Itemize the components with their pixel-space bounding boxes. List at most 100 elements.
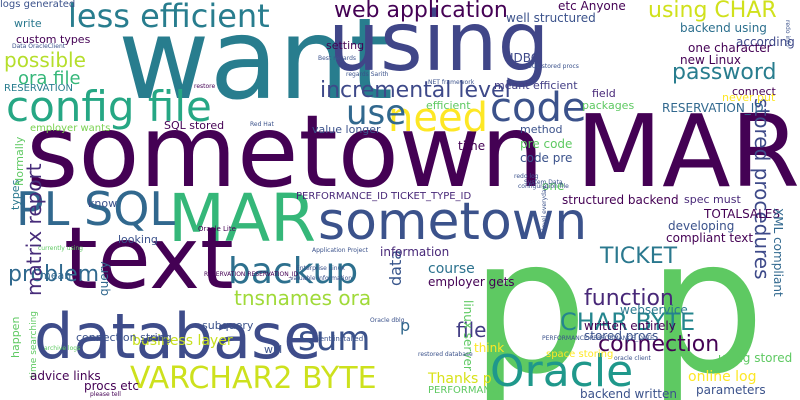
word-meant-efficient: meant efficient (494, 79, 578, 92)
word-stored-procs: stored procs (584, 329, 659, 343)
word-one-character: one character (688, 41, 772, 55)
word-password: password (672, 60, 777, 85)
word-logs-generated: logs generated (0, 0, 76, 10)
word-please-tell: please tell (90, 391, 121, 398)
word-restore: restore (194, 83, 216, 90)
word-oracle-client: oracle client (614, 355, 651, 362)
word-mean: mean (40, 269, 72, 282)
word-space-storing: space storing (546, 349, 614, 360)
word-code-pre: code pre (520, 151, 573, 165)
word-will: will (264, 343, 283, 356)
word-pl-sql: PL SQL (16, 182, 176, 236)
word-structured-backend: structured backend (562, 193, 679, 207)
word-sometown: sometown (318, 192, 588, 252)
word-red-hat: Red Hat (250, 121, 274, 128)
word-looking: looking (118, 233, 158, 246)
word-system-data: System Data (524, 179, 563, 186)
word-p: p (400, 316, 411, 335)
word-char-byte: CHAR BYTE (560, 308, 696, 336)
word-course: course (428, 261, 475, 277)
word-online-log: online log (688, 369, 757, 385)
word-level-everyday: level everyday (541, 185, 548, 230)
word-advice-links: advice links (30, 369, 101, 383)
word-value-longer: value longer (312, 123, 381, 136)
word-valuable-information: valuable information (290, 275, 353, 282)
word-performance-id-ticket-type-id: PERFORMANCE_ID TICKET_TYPE_ID (296, 191, 472, 202)
word-backend-written: backend written (580, 387, 677, 400)
word-procs-etc: procs etc (84, 379, 139, 393)
word-sometown-mar: sometown MAR (26, 93, 800, 210)
word-archive-logs: archive logs (44, 345, 81, 352)
word-jdbc: JDBC (510, 51, 540, 65)
word-performance: PERFORMANCE (428, 385, 505, 396)
word-text: text (64, 209, 234, 309)
word-sum: sum (298, 319, 371, 359)
word-less-efficient: less efficient (68, 0, 270, 35)
word-developing: developing (668, 219, 735, 233)
word-connection: connection (598, 332, 720, 357)
word-config-file: config file (6, 82, 212, 131)
word-database: database (34, 300, 322, 373)
word-backup: backup (228, 251, 359, 292)
word-configuration-file: configuration file (518, 183, 569, 190)
word-connection-string: connection string (76, 331, 172, 344)
word-packages: packages (582, 99, 635, 112)
word-application-project: Application Project (312, 247, 368, 254)
word-oracle-lite: Oracle Lite (198, 225, 236, 233)
word-time-searching: time searching (29, 310, 39, 378)
word-reservation-id: RESERVATION_ID (662, 101, 764, 115)
word-one: one (542, 179, 565, 193)
word-stored-procedures: stored procedures (750, 98, 774, 280)
word-thanks-p: Thanks p (428, 371, 492, 387)
word-happen: happen (9, 316, 22, 358)
word-parameters: parameters (696, 383, 766, 397)
word-oracle-dblg: Oracle dblg (370, 317, 405, 324)
word-totalsales: TOTALSALES (704, 207, 781, 221)
word-performance-performance-date: PERFORMANCE PERFORMANCE_DATE (542, 335, 654, 342)
word-function: function (584, 286, 674, 311)
word-written-entirely: written entirely (584, 319, 676, 333)
word-restored-database: restored database (418, 351, 473, 358)
word-ticket: TICKET (600, 244, 678, 269)
word-using-char: using CHAR (648, 0, 777, 23)
word-method: method (520, 123, 563, 136)
word-etc-anyone: etc Anyone (558, 0, 626, 13)
word-employer-gets: employer gets (428, 275, 515, 289)
word-write: write (14, 17, 42, 30)
word-varchar2-byte: VARCHAR2 BYTE (130, 361, 377, 396)
word-efficient: efficient (426, 99, 471, 112)
word-employer-wants: employer wants (30, 123, 111, 134)
word-know: know (88, 197, 118, 210)
word-redo-info: redo info (784, 20, 791, 47)
word-reservation-reservation-id: RESERVATION RESERVATION_ID (204, 271, 299, 278)
word-best-regards: Best regards (318, 55, 357, 62)
word-business-layer: business layer (132, 333, 233, 349)
word-web-application: web application (334, 0, 508, 23)
word-information: information (380, 245, 450, 259)
word-according: according (736, 35, 795, 49)
word-linux-server: linux server (461, 300, 475, 371)
word-data-oracleclient: Data OracleClient (12, 43, 66, 50)
word-redo-log: redo log (514, 173, 539, 180)
word-use: use (346, 93, 407, 133)
word-xml-compliant: XML compliant (771, 208, 785, 297)
word-backend-using: backend using (680, 21, 767, 35)
word-client-installed: client installed (312, 335, 364, 343)
word-connect: connect (732, 85, 776, 98)
word-tnsnames-ora: tnsnames ora (234, 286, 372, 310)
word-subquery: subquery (202, 319, 254, 332)
word-using-stored: using stored (718, 351, 793, 365)
word-want: want (118, 0, 394, 125)
word-using: using (328, 0, 550, 90)
word-new-linux: new Linux (680, 53, 741, 67)
word-spec-must: spec must (684, 193, 741, 206)
word-setting: setting (326, 39, 365, 52)
word-normally: Normally (13, 136, 26, 186)
word-regards-sarith: regards Sarith (346, 71, 389, 78)
word-code: code (490, 85, 587, 131)
word-ora-file: ora file (18, 68, 81, 89)
word-sql-stored-procs: SQL stored procs (528, 63, 579, 70)
word-time: time (458, 139, 486, 153)
word-think: think (474, 341, 505, 355)
